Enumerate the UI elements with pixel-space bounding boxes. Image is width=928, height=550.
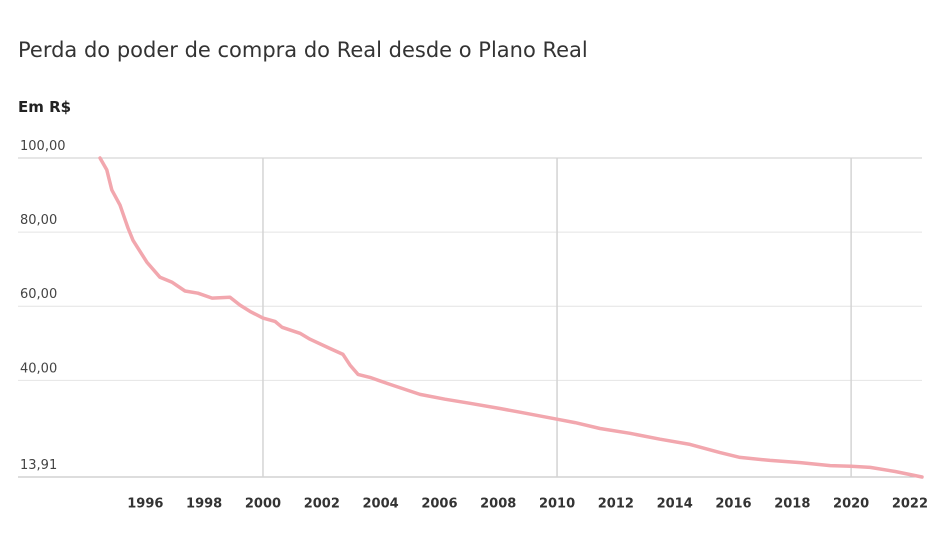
x-tick-label: 2020 [833, 497, 869, 512]
chart-title: Perda do poder de compra do Real desde o… [18, 38, 588, 62]
x-tick-label: 2006 [421, 497, 457, 512]
y-tick-label: 40,00 [20, 361, 57, 376]
x-tick-label: 2016 [715, 497, 751, 512]
x-tick-label: 2022 [892, 497, 928, 512]
chart-subtitle: Em R$ [18, 98, 71, 116]
x-tick-label: 1998 [186, 497, 222, 512]
x-tick-label: 1996 [127, 497, 163, 512]
x-tick-label: 2014 [657, 497, 693, 512]
x-tick-label: 2010 [539, 497, 575, 512]
x-tick-label: 2012 [598, 497, 634, 512]
y-tick-label: 80,00 [20, 213, 57, 228]
x-tick-label: 2004 [363, 497, 399, 512]
y-tick-label: 13,91 [20, 458, 57, 473]
x-tick-label: 2000 [245, 497, 281, 512]
x-tick-label: 2002 [304, 497, 340, 512]
y-tick-label: 100,00 [20, 139, 66, 154]
x-tick-label: 2018 [774, 497, 810, 512]
x-tick-label: 2008 [480, 497, 516, 512]
data-line [98, 156, 924, 479]
y-tick-label: 60,00 [20, 287, 57, 302]
